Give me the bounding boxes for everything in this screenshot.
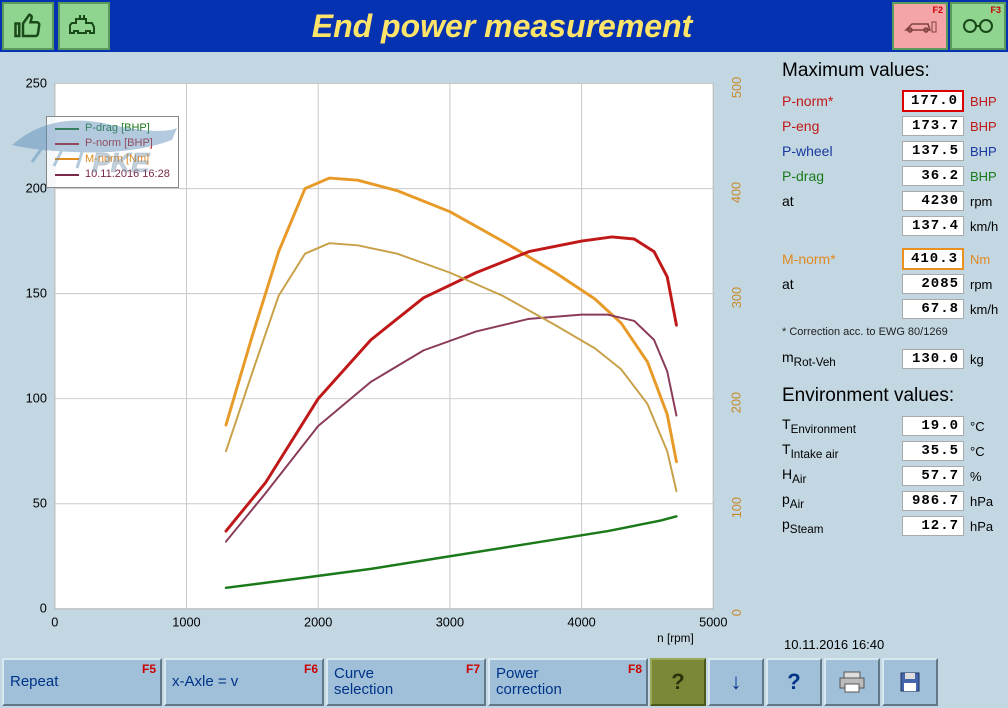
mrot-row: mRot-Veh 130.0 kg — [782, 348, 1002, 370]
correction-note: * Correction acc. to EWG 80/1269 — [782, 326, 1002, 338]
engine-button[interactable] — [58, 2, 110, 50]
mnorm-at-row: 67.8 km/h — [782, 298, 1002, 320]
side-panel: Maximum values: P-norm* 177.0 BHP P-eng 1… — [776, 52, 1008, 656]
legend-timestamp: 10.11.2016 16:28 — [55, 167, 170, 182]
max-value-row: P-drag 36.2 BHP — [782, 165, 1002, 187]
max-value-row: P-wheel 137.5 BHP — [782, 140, 1002, 162]
wheels-button[interactable]: F3 — [950, 2, 1006, 50]
svg-text:0: 0 — [40, 601, 47, 616]
legend-box: P-drag [BHP]P-norm [BHP]M-norm [Nm]10.11… — [46, 116, 179, 188]
env-values-title: Environment values: — [782, 385, 1002, 407]
chart-area: 0100020003000400050000501001502002500100… — [0, 52, 776, 656]
env-value-row: TIntake air 35.5 °C — [782, 440, 1002, 462]
mrot-value: 130.0 — [902, 349, 964, 369]
svg-text:400: 400 — [729, 182, 744, 203]
svg-text:200: 200 — [729, 392, 744, 413]
svg-text:0: 0 — [729, 609, 744, 616]
print-button[interactable] — [824, 658, 880, 706]
svg-text:50: 50 — [33, 496, 47, 511]
svg-text:150: 150 — [26, 286, 47, 301]
bottom-button-f7[interactable]: Curve selectionF7 — [326, 658, 486, 706]
svg-text:500: 500 — [729, 77, 744, 98]
env-value-row: pAir 986.7 hPa — [782, 490, 1002, 512]
vehicle-button[interactable]: F2 — [892, 2, 948, 50]
bottom-button-f6[interactable]: x-Axle = vF6 — [164, 658, 324, 706]
titlebar: End power measurement F2 F3 — [0, 0, 1008, 52]
max-values-title: Maximum values: — [782, 60, 1002, 82]
svg-text:0: 0 — [51, 614, 58, 629]
max-value-row: 137.4 km/h — [782, 215, 1002, 237]
svg-text:5000: 5000 — [699, 614, 727, 629]
env-value-row: pSteam 12.7 hPa — [782, 515, 1002, 537]
max-value-row: P-norm* 177.0 BHP — [782, 90, 1002, 112]
mnorm-at-row: at 2085 rpm — [782, 273, 1002, 295]
info1-button[interactable]: ? — [650, 658, 706, 706]
svg-text:2000: 2000 — [304, 614, 332, 629]
bottom-button-f8[interactable]: Power correctionF8 — [488, 658, 648, 706]
svg-text:300: 300 — [729, 287, 744, 308]
max-value-row: at 4230 rpm — [782, 190, 1002, 212]
svg-text:100: 100 — [729, 497, 744, 518]
legend-item: P-drag [BHP] — [55, 121, 170, 136]
down-arrow-button[interactable]: ↓ — [708, 658, 764, 706]
max-value-row: P-eng 173.7 BHP — [782, 115, 1002, 137]
page-title: End power measurement — [112, 8, 892, 45]
svg-text:n [rpm]: n [rpm] — [657, 632, 694, 645]
env-value-row: HAir 57.7 % — [782, 465, 1002, 487]
svg-text:3000: 3000 — [436, 614, 464, 629]
mnorm-row: M-norm* 410.3 Nm — [782, 248, 1002, 270]
panel-timestamp: 10.11.2016 16:40 — [784, 637, 884, 652]
thumbsup-button[interactable] — [2, 2, 54, 50]
bottom-button-f5[interactable]: RepeatF5 — [2, 658, 162, 706]
svg-text:4000: 4000 — [567, 614, 595, 629]
legend-item: P-norm [BHP] — [55, 136, 170, 151]
bottom-bar: RepeatF5x-Axle = vF6Curve selectionF7Pow… — [0, 656, 1008, 708]
svg-text:250: 250 — [26, 75, 47, 90]
save-button[interactable] — [882, 658, 938, 706]
env-value-row: TEnvironment 19.0 °C — [782, 415, 1002, 437]
svg-text:1000: 1000 — [172, 614, 200, 629]
svg-text:100: 100 — [26, 391, 47, 406]
legend-item: M-norm [Nm] — [55, 152, 170, 167]
svg-text:200: 200 — [26, 180, 47, 195]
help-button[interactable]: ? — [766, 658, 822, 706]
